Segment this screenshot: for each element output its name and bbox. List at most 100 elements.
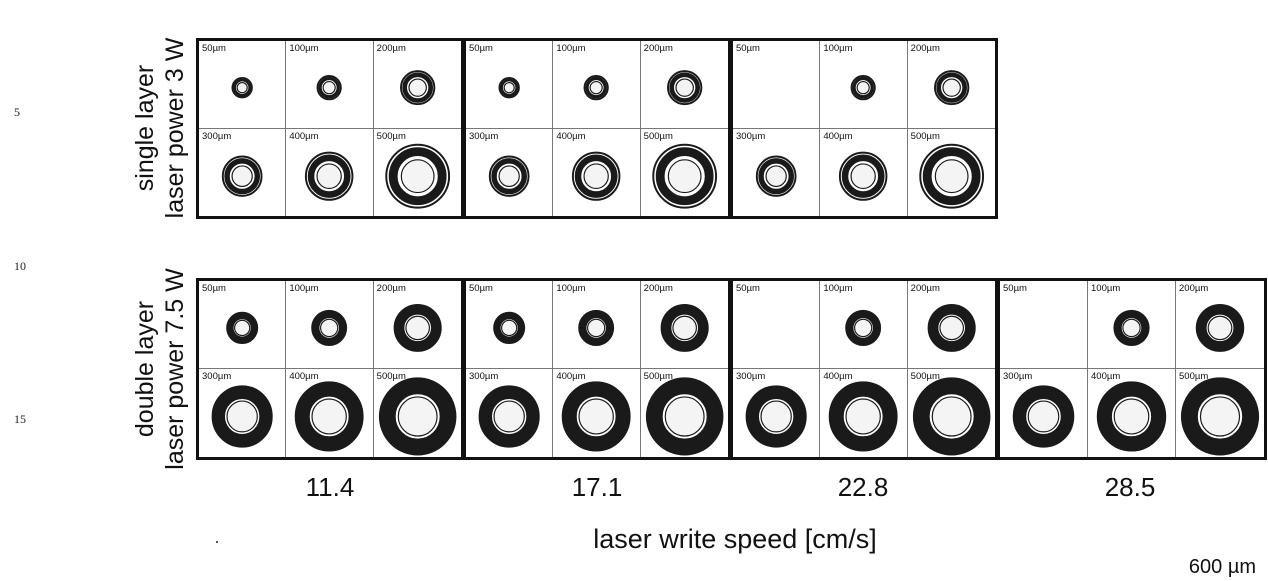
- cell-size-label: 100µm: [823, 283, 853, 294]
- speed-label-28-5: 28.5: [1104, 472, 1156, 502]
- dot-mark: [216, 541, 218, 543]
- cell-size-label: 200µm: [910, 283, 940, 294]
- ring-shape: [1180, 377, 1260, 456]
- ring-shape: [399, 70, 435, 106]
- ring-shape: [578, 309, 615, 347]
- line-number-5: 5: [14, 105, 20, 119]
- ring-shape: [478, 385, 540, 448]
- ring-shape: [562, 381, 631, 452]
- ring-shape: [845, 309, 882, 347]
- micrograph-cell: 100µm: [553, 41, 641, 129]
- cell-size-label: 300µm: [202, 130, 232, 142]
- micrograph-cell: 500µm: [641, 369, 728, 457]
- ring-shape: [226, 311, 259, 345]
- row-label-line2: laser power 3 W: [161, 37, 189, 219]
- micrograph-cell: 400µm: [553, 128, 641, 216]
- ring-shape: [1195, 303, 1245, 352]
- cell-size-label: 300µm: [1003, 371, 1033, 382]
- micrograph-cell: 200µm: [1176, 281, 1264, 369]
- ring-shape: [666, 70, 702, 106]
- scale-bar-label: 600 µm: [1188, 556, 1256, 578]
- row-label-line1: double layer: [131, 300, 159, 438]
- cell-size-label: 100µm: [556, 283, 586, 294]
- cell-size-label: 200µm: [376, 283, 406, 294]
- micrograph-cell: 200µm: [907, 281, 995, 369]
- cell-size-label: 200µm: [376, 43, 406, 54]
- ring-shape: [1012, 385, 1075, 448]
- cell-size-label: 100µm: [289, 283, 319, 294]
- cell-size-label: 50µm: [469, 43, 493, 54]
- micrograph-cell: 400µm: [286, 369, 374, 457]
- ring-shape: [305, 151, 354, 201]
- ring-shape: [933, 70, 969, 106]
- row-label-line2: laser power 7.5 W: [161, 268, 189, 470]
- cell-size-label: 500µm: [910, 371, 940, 382]
- micrograph-cell: 400µm: [553, 369, 641, 457]
- ring-shape: [918, 143, 984, 209]
- micrograph-cell: 50µm: [733, 281, 821, 369]
- ring-shape: [572, 151, 621, 201]
- cell-size-label: 200µm: [643, 43, 673, 54]
- ring-shape: [829, 381, 898, 452]
- micrograph-cell: 500µm: [374, 369, 461, 457]
- image-group-2-1: 50µm 100µm 200µm 300µm 400µm 500µm: [196, 278, 464, 460]
- ring-shape: [316, 75, 343, 101]
- ring-shape: [488, 155, 530, 197]
- micrograph-cell: 200µm: [373, 281, 461, 369]
- cell-size-label: 200µm: [643, 283, 673, 294]
- micrograph-cell: 200µm: [640, 281, 728, 369]
- cell-size-label: 100µm: [823, 43, 853, 54]
- micrograph-cell: 50µm: [733, 41, 821, 129]
- micrograph-cell: 500µm: [1176, 369, 1264, 457]
- micrograph-cell: 500µm: [374, 129, 461, 217]
- cell-size-label: 300µm: [469, 130, 499, 142]
- micrograph-cell: 50µm: [199, 281, 287, 369]
- micrograph-cell: 300µm: [1000, 369, 1088, 457]
- cell-size-label: 100µm: [289, 43, 319, 54]
- micrograph-cell: 100µm: [286, 281, 374, 369]
- image-group-2-4: 50µm 100µm 200µm 300µm 400µm 500µm: [997, 278, 1267, 460]
- cell-size-label: 400µm: [556, 130, 586, 142]
- ring-shape: [651, 143, 717, 209]
- row-label-double-layer: double layer laser power 7.5 W: [130, 264, 190, 474]
- image-group-1-3: 50µm 100µm 200µm 300µm 400µm 500µm: [730, 38, 998, 219]
- cell-size-label: 500µm: [1179, 371, 1209, 382]
- ring-shape: [912, 377, 991, 456]
- ring-shape: [850, 75, 877, 101]
- micrograph-cell: 500µm: [908, 129, 995, 217]
- ring-shape: [311, 309, 348, 347]
- micrograph-cell: 300µm: [733, 369, 821, 457]
- micrograph-cell: 50µm: [199, 41, 287, 129]
- micrograph-cell: 300µm: [199, 369, 287, 457]
- row-label-single-layer: single layer laser power 3 W: [130, 23, 190, 233]
- ring-shape: [231, 76, 253, 99]
- micrograph-cell: 100µm: [286, 41, 374, 129]
- speed-label-11-4: 11.4: [305, 472, 355, 502]
- cell-size-label: 50µm: [736, 283, 760, 294]
- ring-shape: [493, 311, 526, 345]
- cell-size-label: 500µm: [643, 130, 673, 142]
- ring-shape: [384, 143, 450, 209]
- cell-size-label: 400µm: [556, 371, 586, 382]
- micrograph-cell: 500µm: [641, 129, 728, 217]
- ring-shape: [927, 303, 976, 352]
- cell-size-label: 500µm: [643, 371, 673, 382]
- micrograph-cell: 400µm: [286, 128, 374, 216]
- ring-shape: [498, 76, 520, 99]
- ring-shape: [211, 385, 273, 448]
- cell-size-label: 400µm: [1091, 371, 1121, 382]
- cell-size-label: 300µm: [736, 371, 766, 382]
- image-group-2-2: 50µm 100µm 200µm 300µm 400µm 500µm: [463, 278, 731, 460]
- micrograph-cell: 300µm: [199, 128, 287, 216]
- cell-size-label: 400µm: [289, 130, 319, 142]
- cell-size-label: 300µm: [469, 371, 499, 382]
- axis-title: laser write speed [cm/s]: [593, 524, 877, 554]
- ring-shape: [221, 155, 263, 197]
- micrograph-cell: 200µm: [907, 41, 995, 129]
- micrograph-cell: 100µm: [1088, 281, 1176, 369]
- micrograph-cell: 50µm: [1000, 281, 1088, 369]
- cell-size-label: 300µm: [736, 130, 766, 142]
- micrograph-cell: 50µm: [466, 41, 554, 129]
- line-number-10: 10: [14, 259, 26, 273]
- micrograph-cell: 300µm: [466, 128, 554, 216]
